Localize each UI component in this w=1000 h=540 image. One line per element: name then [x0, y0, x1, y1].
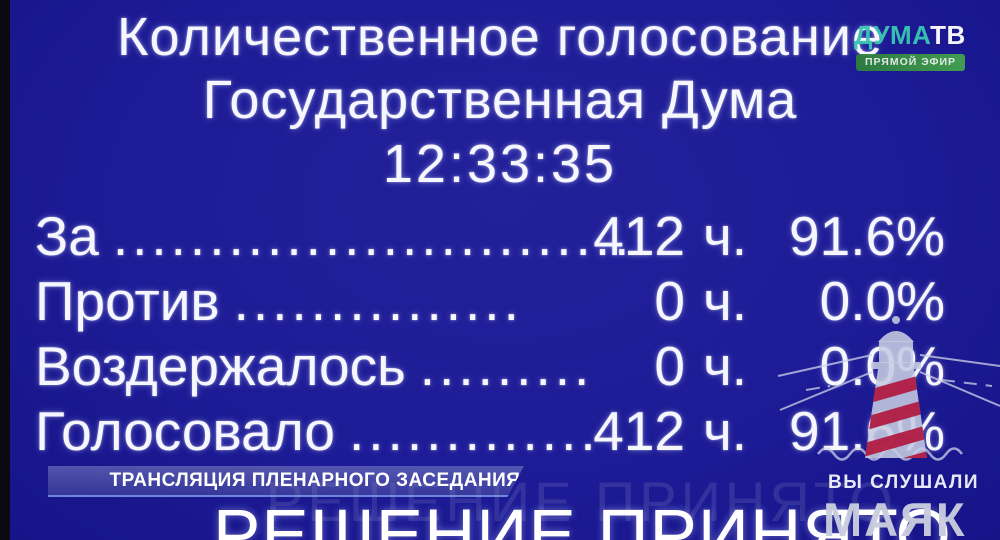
vote-row-abstained: Воздержалось......... 0 ч. 0.0%: [35, 334, 1000, 399]
decision-text-ghost: РЕШЕНИЕ ПРИНЯТО: [266, 470, 897, 533]
dot-leader: ...........................: [112, 205, 634, 267]
vote-clock: 12:33:35: [382, 134, 618, 194]
chamber-title: Государственная Дума: [202, 70, 798, 130]
vote-row-total-voted: Голосовало............. 412 ч. 91.6%: [35, 399, 1000, 464]
vote-percent: 91.6%: [789, 205, 945, 267]
decision-text: РЕШЕНИЕ ПРИНЯТО: [213, 496, 952, 540]
voting-screen: РЕШЕНИЕ ПРИНЯТО Количественное голосован…: [10, 0, 1000, 540]
vote-unit: ч.: [703, 270, 747, 332]
vote-unit: ч.: [703, 205, 747, 267]
vote-row-against: Против............... 0 ч. 0.0%: [35, 269, 1000, 334]
vote-count: 0: [654, 270, 685, 332]
duma-tv-logo: ДУМАТВ: [854, 20, 986, 51]
vote-percent: 91.6%: [789, 400, 945, 462]
title-block: Количественное голосование Государственн…: [10, 6, 990, 196]
dot-leader: .............: [348, 400, 600, 462]
vote-type-title: Количественное голосование: [117, 7, 883, 67]
broadcast-caption-bar: ТРАНСЛЯЦИЯ ПЛЕНАРНОГО ЗАСЕДАНИЯ: [48, 466, 524, 497]
vote-row-label: За: [35, 205, 99, 267]
vote-row-values: 412 ч. 91.6%: [560, 204, 945, 269]
vote-count: 412: [593, 400, 685, 462]
vote-count: 0: [654, 335, 685, 397]
vote-row-values: 0 ч. 0.0%: [560, 269, 945, 334]
channel-logo: ДУМАТВ ПРЯМОЙ ЭФИР: [854, 20, 986, 71]
vote-unit: ч.: [703, 400, 747, 462]
vote-row-label: Голосовало: [35, 400, 335, 462]
vote-count: 412: [593, 205, 685, 267]
left-black-edge: [0, 0, 10, 540]
vote-row-for: За........................... 412 ч. 91.…: [35, 204, 1000, 269]
vote-row-label: Против: [35, 270, 220, 332]
broadcast-caption-text: ТРАНСЛЯЦИЯ ПЛЕНАРНОГО ЗАСЕДАНИЯ: [109, 470, 521, 491]
vote-percent: 0.0%: [819, 335, 945, 397]
vote-row-label: Воздержалось: [35, 335, 406, 397]
vote-percent: 0.0%: [819, 270, 945, 332]
live-badge: ПРЯМОЙ ЭФИР: [856, 54, 966, 71]
dot-leader: ...............: [233, 270, 523, 332]
vote-results-table: За........................... 412 ч. 91.…: [35, 204, 1000, 464]
vote-row-values: 412 ч. 91.6%: [560, 399, 945, 464]
logo-duma-text: ДУМА: [854, 20, 931, 50]
logo-tv-text: ТВ: [930, 20, 966, 50]
dot-leader: .........: [419, 335, 594, 397]
vote-unit: ч.: [703, 335, 747, 397]
vote-row-values: 0 ч. 0.0%: [560, 334, 945, 399]
